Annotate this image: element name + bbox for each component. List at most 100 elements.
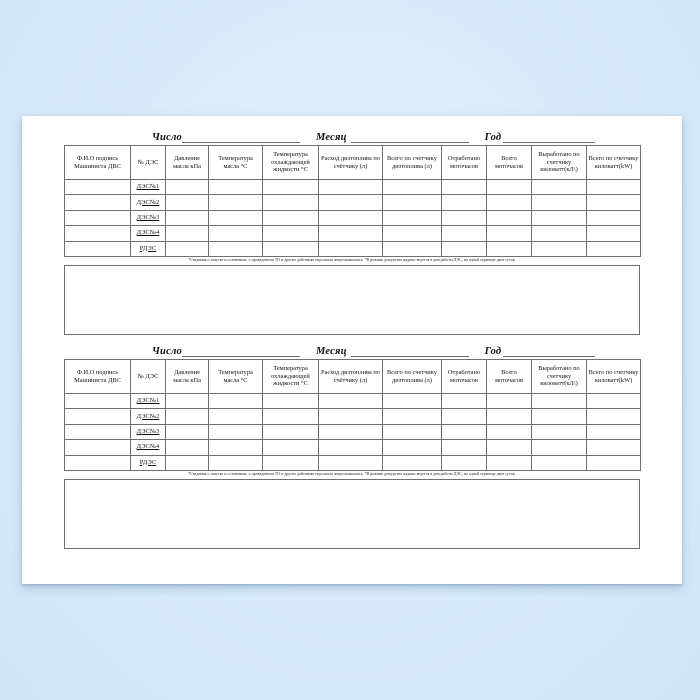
cell-hours-worked[interactable] — [441, 439, 487, 456]
cell-coolant-temp[interactable] — [262, 454, 319, 471]
cell-operator[interactable] — [64, 454, 131, 471]
cell-coolant-temp[interactable] — [262, 240, 319, 257]
cell-hours-total[interactable] — [486, 423, 532, 441]
cell-oil-temp[interactable] — [208, 178, 263, 196]
cell-coolant-temp[interactable] — [262, 194, 319, 211]
cell-oil-temp[interactable] — [208, 408, 263, 425]
cell-coolant-temp[interactable] — [262, 439, 319, 456]
cell-operator[interactable] — [64, 194, 131, 211]
cell-oil-temp[interactable] — [208, 225, 263, 242]
date-month-field[interactable] — [350, 347, 469, 357]
cell-kw-counter[interactable] — [531, 178, 587, 196]
notes-box-top[interactable] — [64, 264, 640, 335]
cell-coolant-temp[interactable] — [262, 225, 319, 242]
cell-kw-total[interactable] — [586, 178, 641, 196]
cell-hours-total[interactable] — [486, 439, 532, 456]
date-day-field[interactable] — [182, 133, 300, 143]
cell-operator[interactable] — [64, 423, 131, 441]
cell-kw-total[interactable] — [586, 408, 641, 425]
cell-kw-counter[interactable] — [531, 209, 587, 227]
cell-oil-pressure[interactable] — [165, 423, 209, 441]
date-year-field[interactable] — [503, 347, 596, 357]
cell-fuel-counter[interactable] — [318, 392, 383, 410]
cell-hours-worked[interactable] — [441, 240, 487, 257]
cell-kw-total[interactable] — [586, 225, 641, 242]
cell-hours-total[interactable] — [486, 209, 532, 227]
cell-oil-temp[interactable] — [208, 454, 263, 471]
cell-operator[interactable] — [64, 392, 131, 410]
cell-oil-pressure[interactable] — [165, 392, 209, 410]
cell-fuel-counter[interactable] — [318, 225, 383, 242]
cell-hours-worked[interactable] — [441, 209, 487, 227]
cell-hours-total[interactable] — [486, 392, 532, 410]
cell-fuel-total[interactable] — [382, 178, 442, 196]
cell-fuel-total[interactable] — [382, 240, 442, 257]
cell-oil-pressure[interactable] — [165, 439, 209, 456]
cell-fuel-counter[interactable] — [318, 240, 383, 257]
cell-kw-counter[interactable] — [531, 408, 587, 425]
cell-fuel-counter[interactable] — [318, 408, 383, 425]
cell-kw-total[interactable] — [586, 423, 641, 441]
notes-box-bottom[interactable] — [64, 478, 640, 549]
cell-fuel-counter[interactable] — [318, 454, 383, 471]
cell-kw-counter[interactable] — [531, 439, 587, 456]
cell-hours-total[interactable] — [486, 225, 532, 242]
cell-fuel-total[interactable] — [382, 225, 442, 242]
cell-fuel-counter[interactable] — [318, 194, 383, 211]
cell-oil-pressure[interactable] — [165, 240, 209, 257]
cell-operator[interactable] — [64, 408, 131, 425]
cell-operator[interactable] — [64, 209, 131, 227]
cell-coolant-temp[interactable] — [262, 209, 319, 227]
cell-coolant-temp[interactable] — [262, 392, 319, 410]
cell-oil-pressure[interactable] — [165, 408, 209, 425]
cell-oil-pressure[interactable] — [165, 209, 209, 227]
cell-operator[interactable] — [64, 439, 131, 456]
cell-kw-total[interactable] — [586, 240, 641, 257]
cell-fuel-counter[interactable] — [318, 178, 383, 196]
cell-hours-total[interactable] — [486, 240, 532, 257]
cell-oil-pressure[interactable] — [165, 225, 209, 242]
cell-oil-temp[interactable] — [208, 240, 263, 257]
cell-hours-worked[interactable] — [441, 194, 487, 211]
cell-coolant-temp[interactable] — [262, 423, 319, 441]
cell-oil-pressure[interactable] — [165, 178, 209, 196]
cell-kw-counter[interactable] — [531, 240, 587, 257]
cell-kw-total[interactable] — [586, 439, 641, 456]
cell-kw-counter[interactable] — [531, 225, 587, 242]
cell-fuel-counter[interactable] — [318, 423, 383, 441]
cell-oil-pressure[interactable] — [165, 194, 209, 211]
cell-kw-counter[interactable] — [531, 454, 587, 471]
cell-operator[interactable] — [64, 240, 131, 257]
cell-fuel-total[interactable] — [382, 423, 442, 441]
cell-fuel-total[interactable] — [382, 392, 442, 410]
cell-fuel-counter[interactable] — [318, 209, 383, 227]
cell-hours-worked[interactable] — [441, 408, 487, 425]
cell-oil-temp[interactable] — [208, 392, 263, 410]
cell-coolant-temp[interactable] — [262, 408, 319, 425]
cell-operator[interactable] — [64, 178, 131, 196]
cell-fuel-total[interactable] — [382, 439, 442, 456]
cell-hours-total[interactable] — [486, 194, 532, 211]
cell-kw-counter[interactable] — [531, 423, 587, 441]
cell-coolant-temp[interactable] — [262, 178, 319, 196]
date-day-field[interactable] — [182, 347, 300, 357]
cell-kw-total[interactable] — [586, 209, 641, 227]
cell-fuel-total[interactable] — [382, 454, 442, 471]
cell-kw-total[interactable] — [586, 194, 641, 211]
cell-hours-worked[interactable] — [441, 225, 487, 242]
cell-oil-temp[interactable] — [208, 194, 263, 211]
cell-fuel-total[interactable] — [382, 408, 442, 425]
cell-kw-counter[interactable] — [531, 392, 587, 410]
cell-kw-counter[interactable] — [531, 194, 587, 211]
cell-operator[interactable] — [64, 225, 131, 242]
cell-hours-worked[interactable] — [441, 178, 487, 196]
cell-fuel-total[interactable] — [382, 209, 442, 227]
cell-hours-total[interactable] — [486, 408, 532, 425]
cell-hours-total[interactable] — [486, 454, 532, 471]
cell-fuel-counter[interactable] — [318, 439, 383, 456]
cell-kw-total[interactable] — [586, 392, 641, 410]
cell-kw-total[interactable] — [586, 454, 641, 471]
date-year-field[interactable] — [503, 133, 596, 143]
cell-hours-worked[interactable] — [441, 423, 487, 441]
cell-hours-worked[interactable] — [441, 392, 487, 410]
